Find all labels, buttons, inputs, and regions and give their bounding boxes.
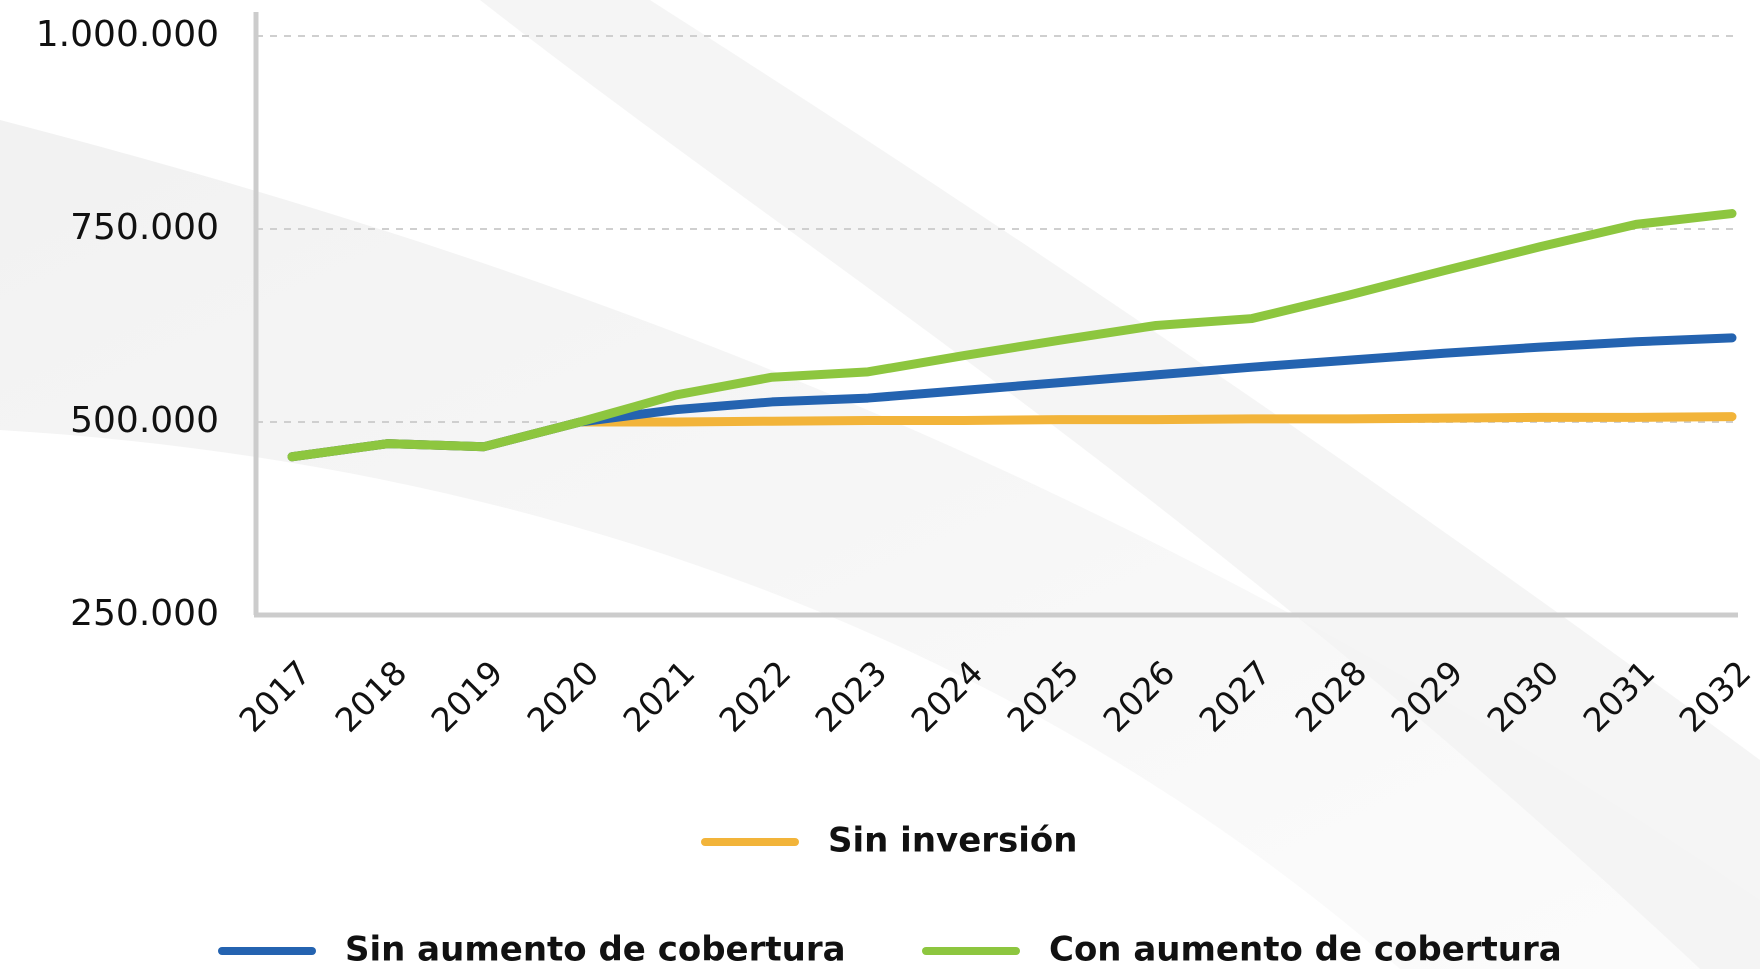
x-tick-label: 2023 xyxy=(807,653,894,740)
background-swoosh xyxy=(0,120,1760,969)
legend-label: Con aumento de cobertura xyxy=(1049,930,1562,969)
legend-label: Sin inversión xyxy=(828,821,1078,861)
y-tick-label: 1.000.000 xyxy=(36,14,219,55)
y-tick-label: 500.000 xyxy=(70,400,219,441)
legend-label: Sin aumento de cobertura xyxy=(345,930,846,969)
background-swoosh xyxy=(480,0,1760,969)
x-tick-label: 2022 xyxy=(711,653,798,740)
y-tick-label: 750.000 xyxy=(70,207,219,248)
y-tick-label: 250.000 xyxy=(70,593,219,634)
series-line xyxy=(287,209,1737,462)
x-tick-label: 2020 xyxy=(519,653,606,740)
x-tick-label: 2019 xyxy=(423,653,510,740)
x-tick-label: 2021 xyxy=(615,653,702,740)
x-tick-label: 2018 xyxy=(327,653,414,740)
x-tick-label: 2017 xyxy=(231,653,318,740)
